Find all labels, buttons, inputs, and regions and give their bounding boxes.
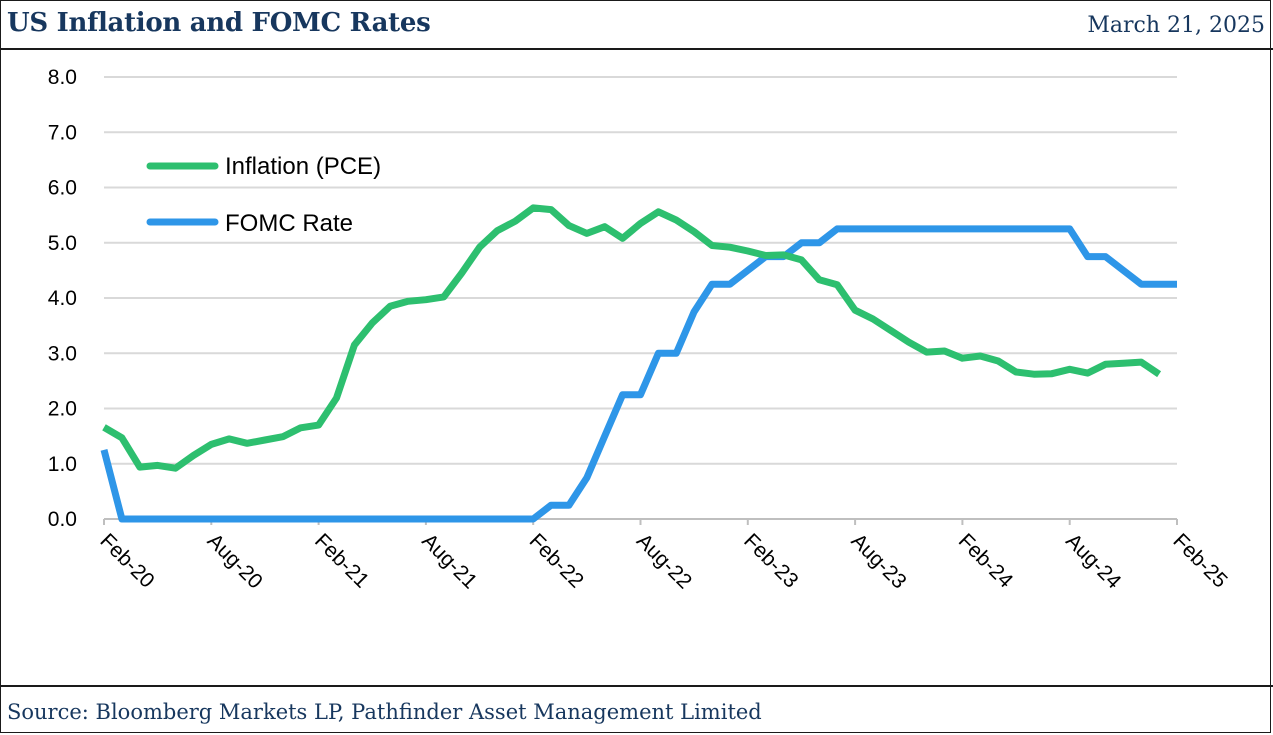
x-tick-label: Feb-21 xyxy=(310,529,373,592)
report-date: March 21, 2025 xyxy=(1087,13,1265,38)
x-tick-label: Aug-21 xyxy=(417,529,481,593)
y-tick-label: 3.0 xyxy=(48,342,77,365)
gridlines xyxy=(104,76,1177,465)
y-tick-label: 0.0 xyxy=(48,508,77,531)
x-tick-label: Feb-20 xyxy=(95,529,158,592)
y-tick-label: 2.0 xyxy=(48,398,77,421)
y-tick-label: 6.0 xyxy=(48,177,77,200)
inflation-line xyxy=(102,204,1162,472)
x-tick-label: Aug-22 xyxy=(632,529,696,593)
x-tick-label: Aug-23 xyxy=(847,529,911,593)
fomc-rate-line xyxy=(100,225,1177,523)
y-tick-label: 5.0 xyxy=(48,232,77,255)
y-tick-label: 1.0 xyxy=(48,453,77,476)
y-axis-ticks: 0.0 1.0 2.0 3.0 4.0 5.0 6.0 7.0 8.0 xyxy=(48,66,77,531)
series-lines xyxy=(100,204,1177,523)
x-axis-ticks: Feb-20 Aug-20 Feb-21 Aug-21 Feb-22 Aug-22 Feb-… xyxy=(95,519,1232,594)
y-tick-label: 8.0 xyxy=(48,66,77,89)
legend-label-fomc: FOMC Rate xyxy=(225,210,353,237)
y-tick-label: 4.0 xyxy=(48,287,77,310)
x-tick-label: Feb-25 xyxy=(1168,529,1231,592)
x-tick-label: Aug-24 xyxy=(1061,529,1125,593)
x-tick-label: Feb-22 xyxy=(525,529,588,592)
legend: Inflation (PCE) FOMC Rate xyxy=(146,153,381,237)
x-tick-label: Feb-24 xyxy=(954,529,1018,593)
x-tick-label: Feb-23 xyxy=(739,529,802,592)
y-tick-label: 7.0 xyxy=(48,121,77,144)
source-note: Source: Bloomberg Markets LP, Pathfinder… xyxy=(7,700,762,724)
line-chart: 0.0 1.0 2.0 3.0 4.0 5.0 6.0 7.0 8.0 Feb-20 Aug-20… xyxy=(48,66,1232,594)
header-divider xyxy=(0,48,1273,50)
x-tick-label: Aug-20 xyxy=(203,529,267,593)
footer-divider xyxy=(0,685,1273,687)
legend-label-inflation: Inflation (PCE) xyxy=(225,153,381,180)
page-title: US Inflation and FOMC Rates xyxy=(7,8,431,38)
